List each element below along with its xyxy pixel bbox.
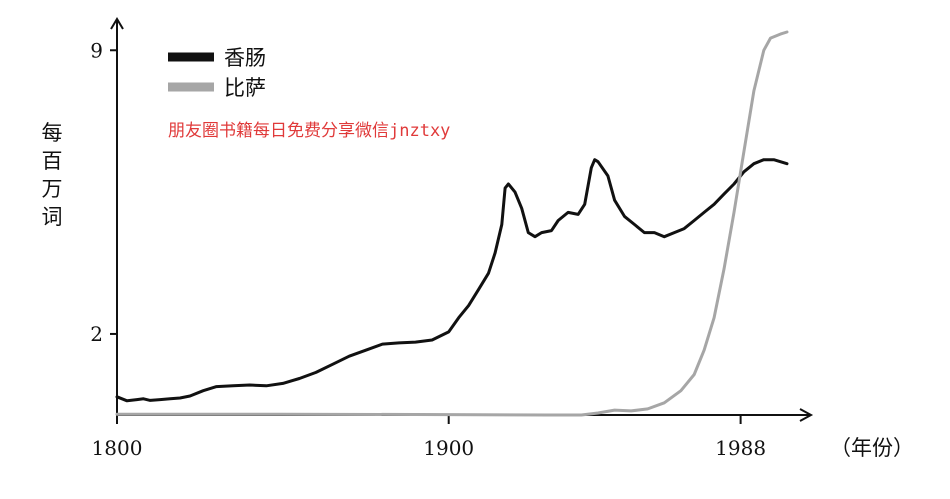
y-tick-label: 9: [90, 38, 103, 62]
y-axis-title: 每百万词: [42, 121, 63, 229]
x-tick-label: 1900: [423, 436, 474, 460]
x-axis-title: （年份）: [830, 436, 914, 460]
watermark-text: 朋友圈书籍每日免费分享微信jnztxy: [168, 121, 450, 141]
x-axis-arrow: [799, 408, 814, 422]
legend-label: 比萨: [224, 76, 266, 100]
series-lines: [115, 30, 789, 417]
series-line-0: [115, 158, 789, 403]
series-line-1: [115, 30, 789, 417]
x-tick-label: 1800: [92, 436, 143, 460]
y-tick-label: 2: [90, 322, 103, 346]
x-ticks: 1800 1900 1988: [92, 415, 766, 460]
x-tick-label: 1988: [715, 436, 766, 460]
y-axis-arrow: [110, 17, 124, 30]
legend-label: 香肠: [224, 46, 266, 70]
y-ticks: 29: [90, 38, 117, 346]
